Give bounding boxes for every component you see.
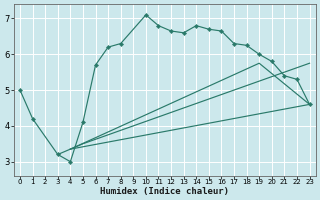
X-axis label: Humidex (Indice chaleur): Humidex (Indice chaleur)	[100, 187, 229, 196]
